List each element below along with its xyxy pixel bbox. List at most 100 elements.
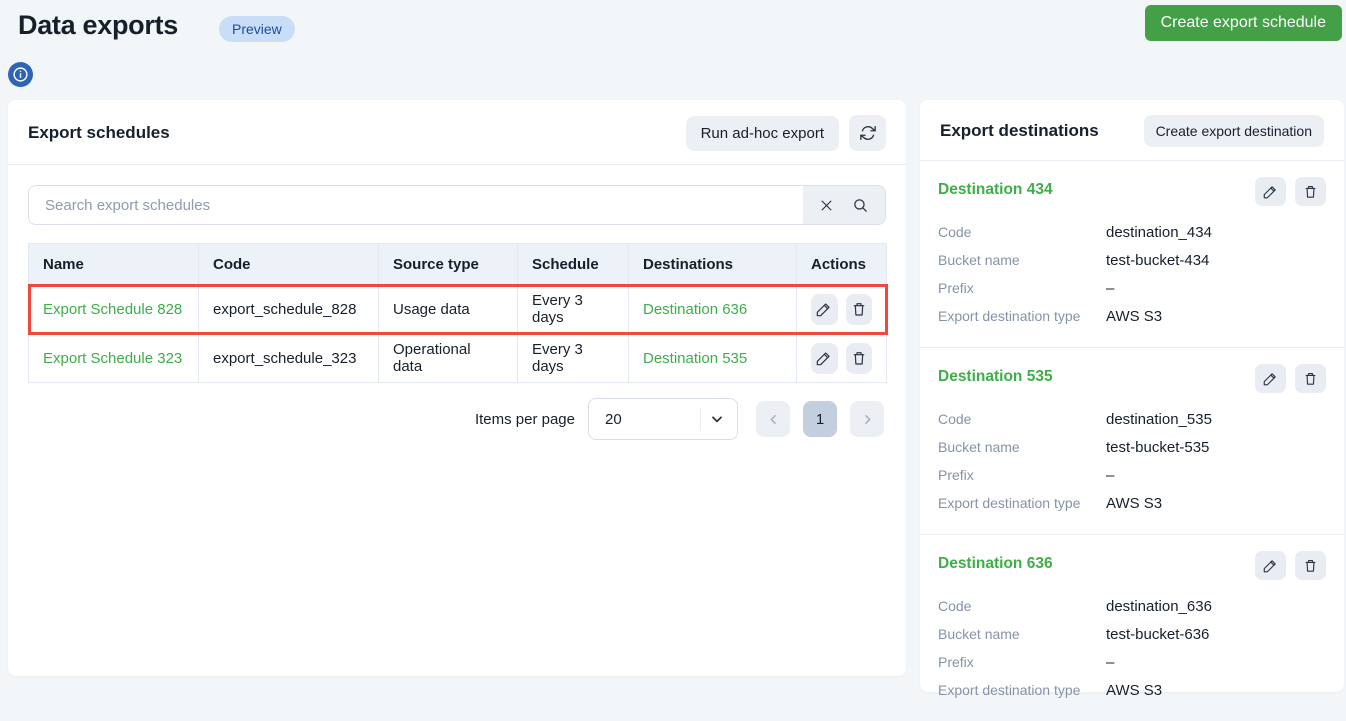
search-button[interactable] xyxy=(850,195,871,216)
table-row: Export Schedule 828 export_schedule_828 … xyxy=(27,283,888,335)
destination-bucket: test-bucket-434 xyxy=(1106,251,1210,269)
destination-prefix: – xyxy=(1106,653,1115,671)
field-label-code: Code xyxy=(938,411,972,427)
magnifier-icon xyxy=(852,197,869,214)
pencil-icon xyxy=(816,301,832,317)
column-header-actions: Actions xyxy=(796,243,887,285)
export-destinations-panel: Export destinations Create export destin… xyxy=(920,100,1344,699)
pencil-icon xyxy=(1263,371,1278,386)
refresh-button[interactable] xyxy=(849,115,886,151)
create-export-destination-button[interactable]: Create export destination xyxy=(1143,115,1324,147)
column-header-schedule: Schedule xyxy=(517,243,629,285)
schedule-code: export_schedule_828 xyxy=(198,284,379,334)
export-destinations-header: Export destinations Create export destin… xyxy=(920,100,1344,161)
destination-type: AWS S3 xyxy=(1106,494,1163,512)
pencil-icon xyxy=(816,350,832,366)
destination-type: AWS S3 xyxy=(1106,307,1163,325)
chevron-left-icon xyxy=(766,412,781,427)
field-label-bucket: Bucket name xyxy=(938,439,1020,455)
destination-title-link[interactable]: Destination 434 xyxy=(938,181,1053,198)
schedule-destination-link[interactable]: Destination 535 xyxy=(628,333,797,383)
page-header: Data exports Preview Create export sched… xyxy=(0,0,1346,100)
destination-card: Destination 434 Code destination_434 Buck… xyxy=(920,161,1344,348)
delete-schedule-button[interactable] xyxy=(845,342,872,374)
field-label-type: Export destination type xyxy=(938,495,1081,511)
trash-icon xyxy=(1303,371,1318,386)
field-label-prefix: Prefix xyxy=(938,467,974,483)
table-row: Export Schedule 323 export_schedule_323 … xyxy=(28,333,887,383)
chevron-down-icon xyxy=(709,411,725,427)
delete-destination-button[interactable] xyxy=(1295,177,1326,206)
delete-schedule-button[interactable] xyxy=(845,293,872,325)
field-label-type: Export destination type xyxy=(938,308,1081,324)
trash-icon xyxy=(851,301,867,317)
schedule-name-link[interactable]: Export Schedule 323 xyxy=(28,333,199,383)
edit-schedule-button[interactable] xyxy=(811,342,838,374)
destination-card: Destination 636 Code destination_636 Buck… xyxy=(920,535,1344,721)
search-input[interactable] xyxy=(29,186,803,224)
delete-destination-button[interactable] xyxy=(1295,364,1326,393)
field-label-bucket: Bucket name xyxy=(938,626,1020,642)
x-icon xyxy=(819,198,834,213)
destination-code: destination_535 xyxy=(1106,410,1212,428)
field-label-type: Export destination type xyxy=(938,682,1081,698)
items-per-page-value: 20 xyxy=(605,410,622,428)
field-label-code: Code xyxy=(938,598,972,614)
destination-code: destination_434 xyxy=(1106,223,1212,241)
pencil-icon xyxy=(1263,184,1278,199)
info-icon xyxy=(12,66,29,83)
schedule-name-link[interactable]: Export Schedule 828 xyxy=(28,284,199,334)
export-schedules-title: Export schedules xyxy=(28,123,170,142)
preview-badge: Preview xyxy=(219,16,295,42)
page-title: Data exports xyxy=(18,10,178,40)
column-header-name: Name xyxy=(28,243,199,285)
info-button[interactable] xyxy=(8,62,33,87)
edit-destination-button[interactable] xyxy=(1255,551,1286,580)
destination-type: AWS S3 xyxy=(1106,681,1163,699)
items-per-page-select[interactable]: 20 xyxy=(588,398,738,440)
edit-destination-button[interactable] xyxy=(1255,177,1286,206)
destination-bucket: test-bucket-636 xyxy=(1106,625,1210,643)
refresh-icon xyxy=(859,124,877,142)
chevron-right-icon xyxy=(860,412,875,427)
schedule-code: export_schedule_323 xyxy=(198,333,379,383)
column-header-code: Code xyxy=(198,243,379,285)
trash-icon xyxy=(1303,184,1318,199)
schedule-frequency: Every 3 days xyxy=(517,284,629,334)
page-number-button[interactable]: 1 xyxy=(803,401,837,437)
schedule-source-type: Usage data xyxy=(378,284,518,334)
search-bar-controls xyxy=(803,186,885,224)
create-export-schedule-button[interactable]: Create export schedule xyxy=(1144,5,1342,41)
export-schedules-header: Export schedules Run ad-hoc export xyxy=(8,100,906,165)
export-schedules-panel: Export schedules Run ad-hoc export xyxy=(8,100,906,676)
trash-icon xyxy=(1303,558,1318,573)
edit-schedule-button[interactable] xyxy=(811,293,838,325)
previous-page-button[interactable] xyxy=(756,401,790,437)
field-label-prefix: Prefix xyxy=(938,280,974,296)
destination-title-link[interactable]: Destination 535 xyxy=(938,368,1053,385)
schedule-destination-link[interactable]: Destination 636 xyxy=(628,284,797,334)
select-divider xyxy=(700,408,701,430)
clear-search-button[interactable] xyxy=(817,196,836,215)
table-header-row: Name Code Source type Schedule Destinati… xyxy=(28,243,887,285)
destination-prefix: – xyxy=(1106,279,1115,297)
trash-icon xyxy=(851,350,867,366)
field-label-bucket: Bucket name xyxy=(938,252,1020,268)
run-adhoc-export-button[interactable]: Run ad-hoc export xyxy=(685,115,839,151)
schedule-source-type: Operational data xyxy=(378,333,518,383)
destination-prefix: – xyxy=(1106,466,1115,484)
export-destinations-title: Export destinations xyxy=(940,121,1099,140)
destination-code: destination_636 xyxy=(1106,597,1212,615)
edit-destination-button[interactable] xyxy=(1255,364,1286,393)
pencil-icon xyxy=(1263,558,1278,573)
destination-bucket: test-bucket-535 xyxy=(1106,438,1210,456)
delete-destination-button[interactable] xyxy=(1295,551,1326,580)
next-page-button[interactable] xyxy=(850,401,884,437)
destination-title-link[interactable]: Destination 636 xyxy=(938,555,1053,572)
schedule-frequency: Every 3 days xyxy=(517,333,629,383)
column-header-source-type: Source type xyxy=(378,243,518,285)
pagination: Items per page 20 1 xyxy=(30,398,884,440)
search-bar xyxy=(28,185,886,225)
column-header-destinations: Destinations xyxy=(628,243,797,285)
items-per-page-label: Items per page xyxy=(474,410,575,428)
